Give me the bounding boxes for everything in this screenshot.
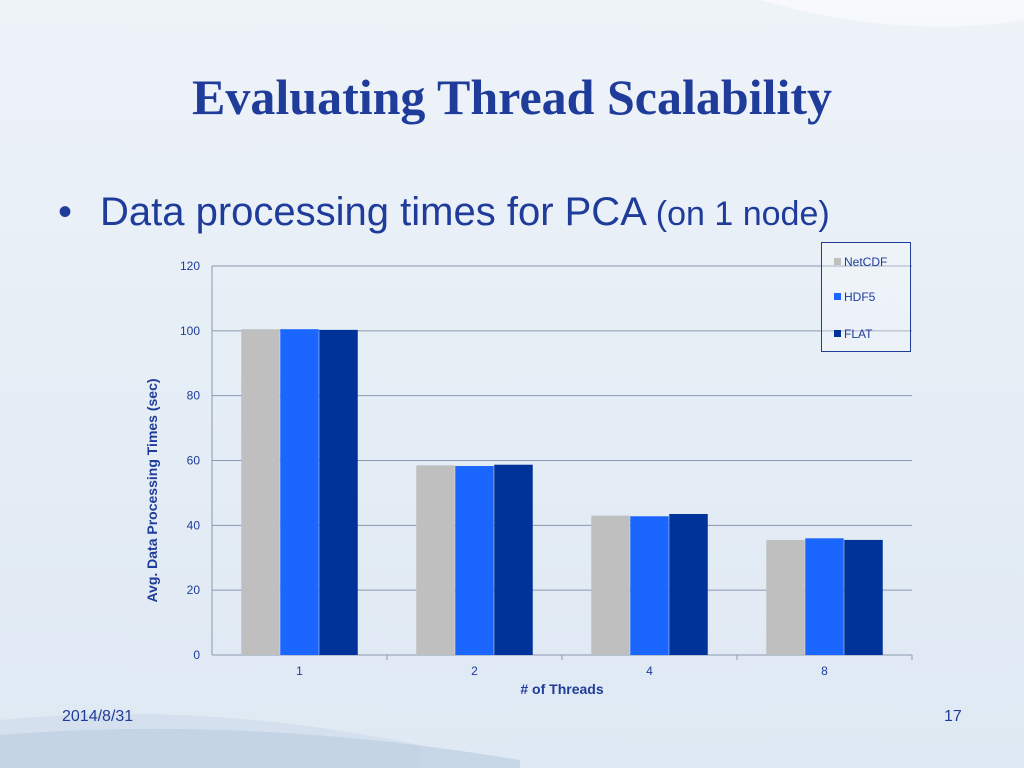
- bullet-symbol: •: [58, 190, 73, 234]
- bar-hdf5-2: [455, 466, 494, 655]
- bar-netcdf-1: [241, 329, 280, 655]
- x-tick-label: 1: [296, 664, 303, 678]
- bar-flat-1: [319, 329, 358, 655]
- x-axis-label: # of Threads: [520, 681, 603, 697]
- bullet-subtext: (on 1 node): [655, 195, 830, 233]
- legend-item-netcdf: NetCDF: [834, 255, 887, 269]
- x-tick-label: 4: [646, 664, 653, 678]
- bar-hdf5-4: [630, 516, 669, 655]
- legend-swatch: [834, 293, 841, 300]
- x-tick-label: 2: [471, 664, 478, 678]
- bullet-text: Data processing times for PCA: [100, 190, 645, 234]
- bar-flat-4: [669, 513, 708, 655]
- bar-netcdf-8: [766, 539, 805, 655]
- legend-item-hdf5: HDF5: [834, 290, 875, 304]
- x-tick-label: 8: [821, 664, 828, 678]
- bullet-item: • Data processing times for PCA (on 1 nod…: [58, 190, 830, 235]
- y-tick-label: 120: [180, 259, 200, 273]
- slide-title: Evaluating Thread Scalability: [192, 69, 832, 125]
- chart-legend: NetCDF HDF5 FLAT: [821, 242, 911, 352]
- slide-page-number: 17: [944, 708, 962, 725]
- slide-date: 2014/8/31: [62, 708, 134, 725]
- y-tick-label: 0: [193, 648, 200, 662]
- y-tick-label: 40: [187, 518, 201, 532]
- y-tick-label: 100: [180, 324, 200, 338]
- legend-swatch: [834, 330, 841, 337]
- bar-hdf5-8: [805, 538, 844, 655]
- y-tick-label: 20: [187, 583, 201, 597]
- bar-flat-8: [844, 539, 883, 655]
- legend-label: FLAT: [844, 327, 873, 341]
- bar-hdf5-1: [280, 329, 319, 655]
- legend-item-flat: FLAT: [834, 327, 872, 341]
- bar-netcdf-2: [416, 465, 455, 655]
- legend-swatch: [834, 258, 841, 265]
- legend-label: HDF5: [844, 290, 876, 304]
- bar-netcdf-4: [591, 515, 630, 655]
- y-axis-label: Avg. Data Processing Times (sec): [144, 378, 160, 602]
- bar-flat-2: [494, 464, 533, 655]
- legend-label: NetCDF: [844, 255, 888, 269]
- y-tick-label: 80: [187, 389, 201, 403]
- y-tick-label: 60: [187, 454, 201, 468]
